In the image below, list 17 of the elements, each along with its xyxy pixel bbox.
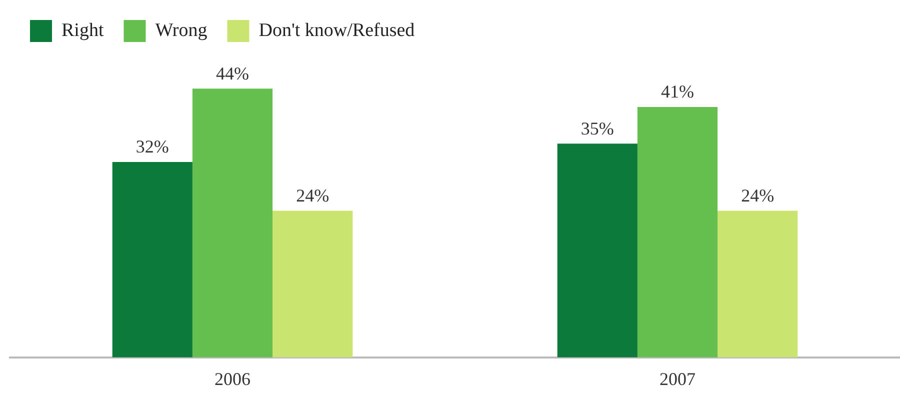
data-label: 44%	[216, 63, 249, 84]
bar	[637, 106, 718, 358]
x-tick-label: 2007	[660, 368, 696, 389]
bar	[718, 210, 798, 358]
legend-label: Wrong	[155, 20, 208, 41]
bar	[112, 162, 192, 358]
x-tick-label: 2006	[214, 368, 250, 389]
legend-label: Don't know/Refused	[258, 20, 416, 41]
bar	[192, 88, 273, 358]
bar	[272, 210, 353, 358]
data-label: 24%	[741, 186, 774, 206]
legend-label: Right	[62, 20, 104, 41]
data-label: 35%	[580, 118, 614, 138]
bar	[557, 144, 638, 358]
data-label: 41%	[661, 82, 694, 102]
data-label: 24%	[296, 186, 330, 206]
data-label: 32%	[136, 136, 169, 157]
